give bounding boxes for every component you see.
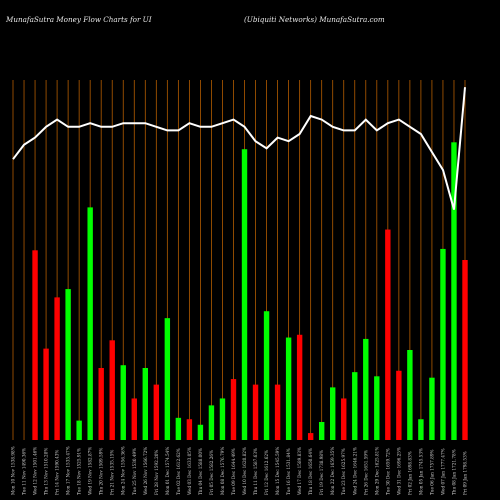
x-tick-label: Tue 09 Dec 1644.49% bbox=[231, 448, 236, 495]
x-tick-label: Mon 08 Dec 1576.79% bbox=[220, 447, 225, 495]
money-flow-bar bbox=[197, 424, 204, 440]
x-tick-label: Fri 12 Dec 1612.62% bbox=[264, 450, 269, 495]
x-tick-label: Tue 25 Nov 1530.49% bbox=[132, 448, 137, 495]
x-tick-label: Fri 05 Dec 1582.26% bbox=[209, 450, 214, 495]
x-tick-label: Mon 17 Nov 1535.47% bbox=[66, 446, 71, 495]
money-flow-bar bbox=[32, 250, 38, 440]
money-flow-bar bbox=[164, 318, 171, 440]
money-flow-bar bbox=[263, 311, 270, 440]
money-flow-bar bbox=[98, 368, 104, 440]
money-flow-bar bbox=[153, 384, 160, 440]
money-flow-bar bbox=[318, 422, 325, 440]
money-flow-bar bbox=[307, 433, 314, 440]
money-flow-bar bbox=[142, 368, 148, 440]
x-tick-label: Fri 19 Dec 1738.98% bbox=[319, 450, 324, 495]
money-flow-bar bbox=[385, 229, 391, 440]
money-flow-bar bbox=[186, 419, 193, 440]
x-tick-label: Tue 11 Nov 1490.36% bbox=[22, 448, 27, 495]
money-flow-bar bbox=[131, 398, 137, 440]
money-flow-bar bbox=[462, 260, 468, 440]
money-flow-bar bbox=[208, 405, 215, 440]
x-tick-label: Thu 04 Dec 1588.00% bbox=[198, 448, 203, 495]
money-flow-bar bbox=[175, 417, 182, 440]
money-flow-bar bbox=[330, 387, 336, 440]
x-tick-label: Fri 02 Jan 1698.83% bbox=[407, 451, 412, 495]
x-tick-label: Tue 06 Jan 1757.89% bbox=[429, 450, 434, 495]
x-tick-label: Wed 03 Dec 1633.05% bbox=[187, 447, 192, 495]
x-tick-label: Wed 24 Dec 1646.21% bbox=[352, 447, 357, 495]
money-flow-bar bbox=[43, 348, 49, 440]
money-flow-bar bbox=[341, 398, 347, 440]
money-flow-bar bbox=[109, 340, 115, 440]
x-tick-label: Wed 19 Nov 1582.87% bbox=[88, 447, 93, 495]
money-flow-bar bbox=[440, 248, 446, 440]
money-flow-bar bbox=[120, 365, 126, 440]
x-tick-label: Thu 18 Dec 1650.64% bbox=[308, 448, 313, 495]
money-flow-bar bbox=[418, 419, 424, 440]
money-flow-bar bbox=[241, 149, 248, 440]
x-tick-label: Thu 11 Dec 1587.63% bbox=[253, 448, 258, 495]
x-tick-label: Mon 29 Dec 1625.81% bbox=[374, 447, 379, 495]
money-flow-bar bbox=[352, 372, 358, 440]
money-flow-bar bbox=[285, 337, 292, 440]
x-tick-label: Mon 22 Dec 1659.35% bbox=[330, 447, 335, 495]
money-flow-bar bbox=[252, 384, 259, 440]
x-tick-label: Mon 24 Nov 1556.36% bbox=[121, 446, 126, 495]
x-tick-label: Thu 13 Nov 1510.28% bbox=[44, 448, 49, 495]
x-tick-label: Thu 20 Nov 1509.59% bbox=[99, 448, 104, 495]
x-tick-label: Fri 26 Dec 1651.59% bbox=[363, 450, 368, 495]
chart-title: MunafaSutra Money Flow Charts for UI bbox=[6, 15, 152, 24]
x-tick-label: Wed 26 Nov 1566.72% bbox=[143, 447, 148, 495]
chart-subtitle: (Ubiquiti Networks) MunafaSutra.com bbox=[244, 15, 385, 24]
x-tick-label: Wed 31 Dec 1696.25% bbox=[396, 447, 401, 495]
x-tick-label: Fri 09 Jan 1798.53% bbox=[463, 451, 468, 495]
money-flow-bar bbox=[76, 420, 82, 440]
x-tick-label: Tue 30 Dec 1659.72% bbox=[385, 448, 390, 495]
money-flow-bar bbox=[274, 384, 281, 440]
money-flow-bar bbox=[54, 297, 60, 440]
x-tick-label: Fri 14 Nov 1590.43% bbox=[55, 450, 60, 495]
x-tick-labels: Mon 10 Nov 1538.98% Tue 11 Nov 1490.36% We… bbox=[11, 446, 468, 495]
price-line bbox=[12, 87, 466, 210]
money-flow-bar bbox=[296, 334, 303, 440]
money-flow-bar bbox=[407, 350, 413, 440]
x-tick-label: Tue 02 Dec 1612.62% bbox=[176, 448, 181, 495]
x-tick-label: Mon 10 Nov 1538.98% bbox=[11, 446, 16, 495]
x-tick-label: Tue 16 Dec 1531.84% bbox=[286, 448, 291, 495]
price-line-path bbox=[12, 87, 466, 210]
bars bbox=[32, 142, 468, 441]
money-flow-bar bbox=[429, 377, 435, 440]
x-tick-label: Wed 12 Nov 1501.46% bbox=[33, 447, 38, 495]
x-tick-label: Wed 07 Jan 1777.47% bbox=[440, 448, 445, 495]
x-tick-label: Thu 08 Jan 1721.78% bbox=[451, 449, 456, 495]
money-flow-bar bbox=[219, 398, 226, 440]
money-flow-bar bbox=[363, 338, 369, 440]
x-tick-label: Tue 18 Nov 1525.91% bbox=[77, 448, 82, 495]
money-flow-bar bbox=[65, 289, 71, 440]
x-tick-label: Mon 01 Dec 1574.54% bbox=[165, 447, 170, 495]
money-flow-bar bbox=[230, 379, 237, 440]
x-tick-label: Wed 10 Dec 1620.82% bbox=[242, 447, 247, 495]
x-tick-label: Mon 05 Jan 1745.53% bbox=[418, 448, 423, 495]
x-tick-label: Tue 23 Dec 1625.97% bbox=[341, 448, 346, 495]
money-flow-bar bbox=[374, 376, 380, 440]
x-tick-label: Wed 17 Dec 1589.83% bbox=[297, 447, 302, 495]
x-tick-label: Fri 21 Nov 1535.15% bbox=[110, 450, 115, 495]
x-tick-label: Mon 15 Dec 1545.59% bbox=[275, 447, 280, 495]
money-flow-bar bbox=[87, 207, 93, 440]
money-flow-bar bbox=[451, 142, 457, 441]
money-flow-bar bbox=[396, 370, 402, 440]
x-tick-label: Fri 28 Nov 1592.20% bbox=[154, 450, 159, 495]
